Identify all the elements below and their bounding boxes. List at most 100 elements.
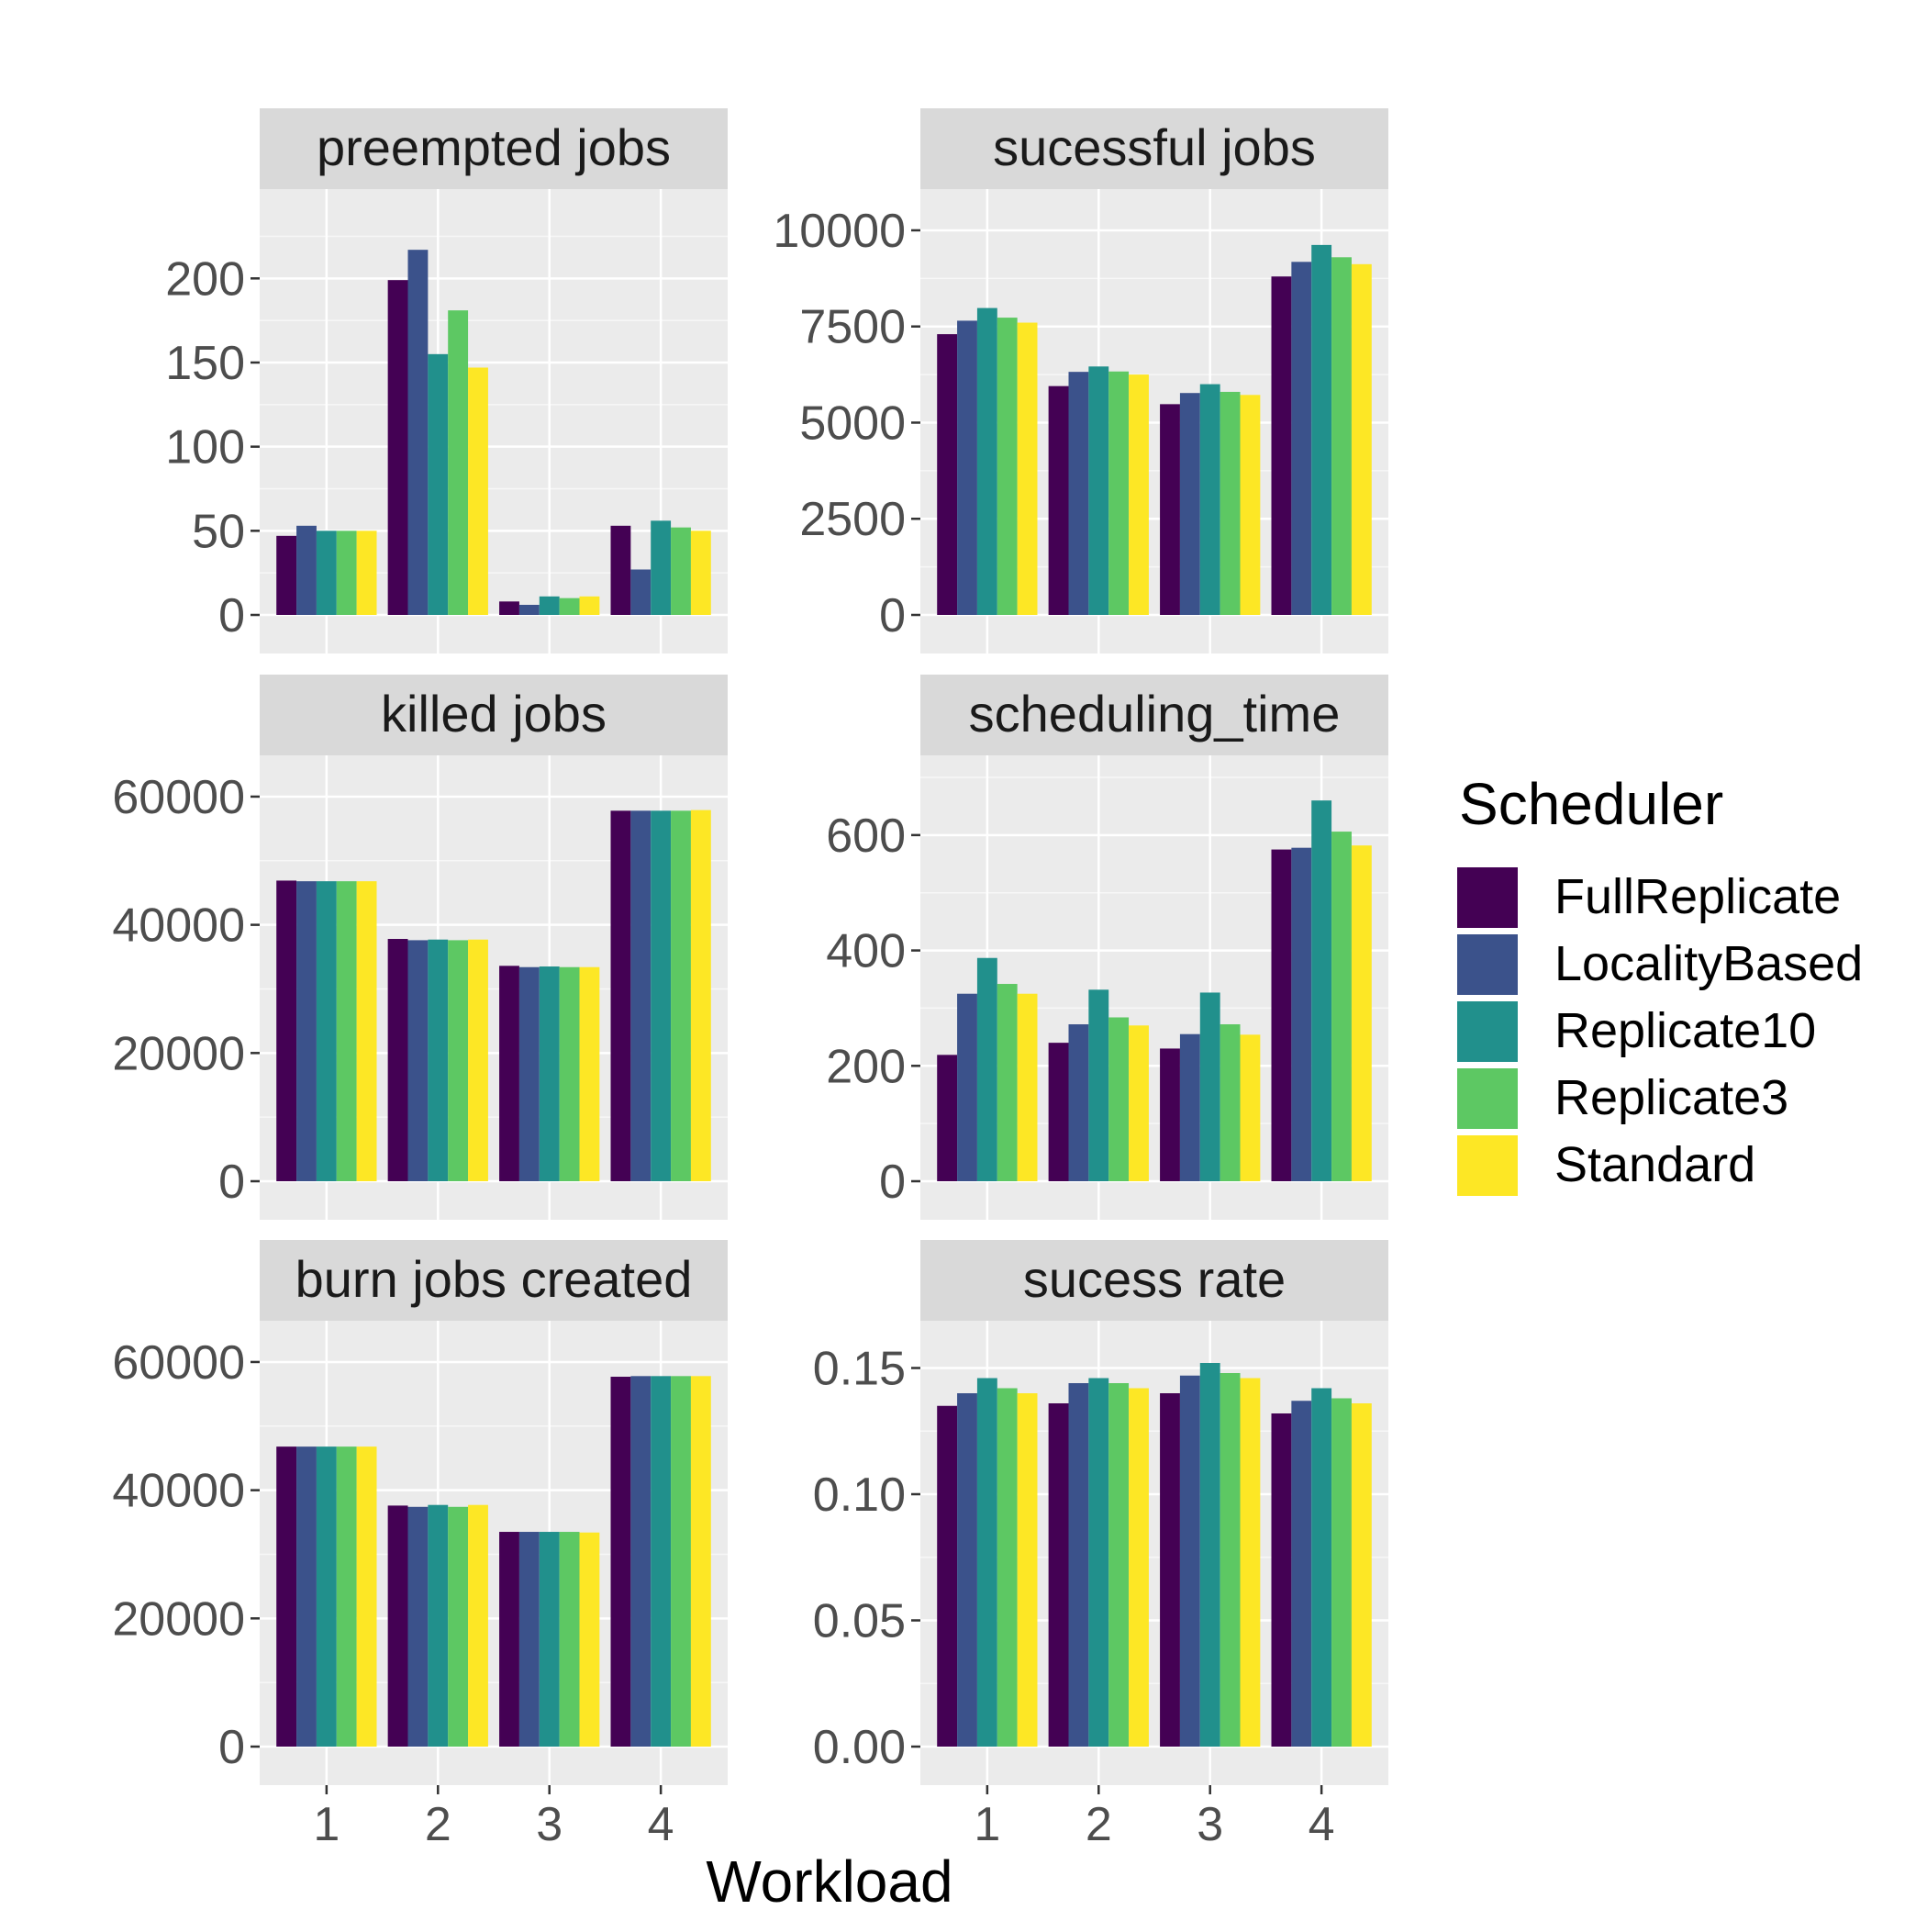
bar-FullReplicate [499, 1532, 519, 1747]
bar-Replicate3 [671, 1376, 691, 1747]
legend: Scheduler FullReplicate LocalityBased Repl… [1457, 771, 1863, 1196]
y-tick-label: 100 [165, 421, 245, 475]
y-tick-label: 0 [218, 589, 245, 642]
y-tick-label: 5000 [799, 396, 906, 450]
bar-Replicate3 [559, 597, 580, 615]
bar-FullReplicate [1048, 1403, 1069, 1747]
bar-Replicate3 [671, 527, 691, 615]
bar-Replicate3 [336, 1446, 357, 1747]
bar-LocalityBased [630, 810, 652, 1181]
bar-LocalityBased [1291, 1401, 1312, 1747]
facet-strip [920, 675, 1388, 755]
bar-FullReplicate [1160, 404, 1180, 615]
bar-Replicate3 [448, 310, 469, 615]
bar-Replicate3 [336, 530, 357, 615]
bar-Replicate10 [428, 939, 449, 1181]
bar-Standard [579, 596, 600, 615]
facet-panel: sucessful jobs 0 2500 5000 7500 10000 [773, 108, 1388, 653]
x-axis-label: Workload [706, 1848, 952, 1915]
bar-Standard [1240, 1034, 1261, 1181]
facet-title: burn jobs created [295, 1250, 693, 1308]
bar-LocalityBased [1179, 393, 1200, 615]
bar-Standard [1129, 1025, 1149, 1181]
y-tick-label: 60000 [112, 771, 245, 824]
facet-strip [920, 1240, 1388, 1321]
facet-strip [920, 108, 1388, 189]
bar-Replicate10 [1088, 1378, 1109, 1747]
bar-Replicate10 [1199, 384, 1220, 615]
bar-Standard [1017, 1393, 1038, 1747]
legend-label: Standard [1554, 1137, 1755, 1192]
y-tick-label: 60000 [112, 1336, 245, 1390]
bar-LocalityBased [296, 525, 317, 615]
bar-FullReplicate [276, 880, 297, 1181]
legend-key [1457, 934, 1518, 995]
bar-Replicate10 [539, 596, 560, 615]
bar-Standard [468, 367, 488, 615]
bar-LocalityBased [630, 569, 652, 615]
bar-FullReplicate [1160, 1048, 1180, 1181]
facet-title: sucess rate [1023, 1250, 1286, 1308]
y-tick-label: 200 [165, 252, 245, 306]
bar-Replicate10 [316, 1446, 337, 1747]
bar-Standard [468, 1504, 488, 1747]
x-tick-label: 3 [536, 1798, 563, 1851]
x-tick-label: 1 [313, 1798, 340, 1851]
bar-Standard [1351, 263, 1372, 615]
x-tick-label: 2 [1086, 1798, 1112, 1851]
bar-Replicate10 [1311, 800, 1332, 1181]
facet-panel: burn jobs created 0 20000 40000 60000 1 2 3 4 [112, 1240, 728, 1851]
bar-LocalityBased [1068, 1383, 1089, 1747]
bar-Replicate3 [336, 881, 357, 1181]
bar-Replicate3 [1331, 832, 1352, 1181]
x-tick-label: 2 [425, 1798, 451, 1851]
bar-Replicate10 [1199, 992, 1220, 1181]
y-tick-label: 0 [879, 1156, 906, 1209]
facet-strip [260, 108, 728, 189]
facet-strip [260, 675, 728, 755]
bar-Replicate3 [448, 1506, 469, 1747]
bar-Replicate10 [1088, 989, 1109, 1181]
x-tick-label: 4 [648, 1798, 674, 1851]
y-tick-label: 7500 [799, 301, 906, 354]
y-tick-label: 40000 [112, 1465, 245, 1518]
bar-Replicate3 [559, 1532, 580, 1747]
bar-Standard [1129, 374, 1149, 615]
bar-Replicate10 [539, 1532, 560, 1747]
facet-panel: killed jobs 0 20000 40000 60000 [112, 675, 728, 1220]
facet-title: killed jobs [381, 685, 607, 743]
bar-Standard [1351, 845, 1372, 1181]
legend-items: FullReplicate LocalityBased Replicate10 Rep… [1457, 867, 1863, 1196]
bar-Standard [1240, 395, 1261, 615]
bar-Replicate10 [316, 881, 337, 1181]
y-tick-label: 400 [826, 925, 906, 978]
y-tick-label: 50 [192, 505, 245, 558]
bar-FullReplicate [610, 525, 631, 615]
bar-LocalityBased [296, 881, 317, 1181]
bar-Standard [356, 1446, 377, 1747]
bar-Replicate10 [651, 810, 672, 1181]
bar-Replicate10 [651, 1376, 672, 1747]
bar-Standard [579, 1532, 600, 1747]
y-tick-label: 20000 [112, 1592, 245, 1646]
facet-strip [260, 1240, 728, 1321]
bar-Standard [579, 966, 600, 1181]
y-tick-label: 0 [879, 589, 906, 642]
bar-FullReplicate [276, 1446, 297, 1747]
y-tick-label: 0 [218, 1721, 245, 1774]
bar-Replicate3 [997, 984, 1018, 1181]
bar-Standard [356, 881, 377, 1181]
bar-FullReplicate [1271, 276, 1292, 615]
bar-Replicate3 [997, 318, 1018, 615]
bar-FullReplicate [937, 1055, 958, 1181]
bar-LocalityBased [296, 1446, 317, 1747]
bar-LocalityBased [1291, 847, 1312, 1181]
bar-FullReplicate [499, 601, 519, 615]
y-tick-label: 0.10 [813, 1469, 906, 1522]
bar-Standard [356, 530, 377, 615]
bar-FullReplicate [1271, 1413, 1292, 1747]
bar-LocalityBased [407, 940, 429, 1181]
